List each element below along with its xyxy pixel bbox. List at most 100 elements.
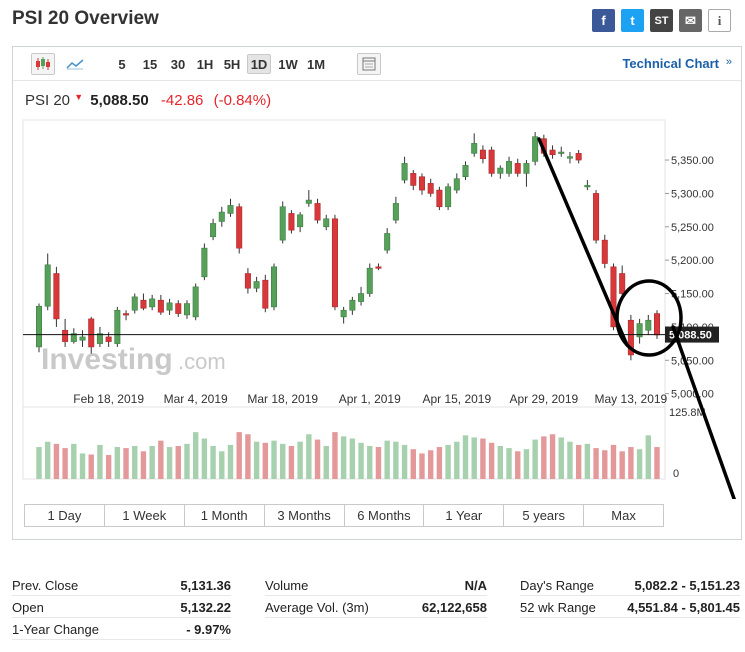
- range-button-3-months[interactable]: 3 Months: [265, 505, 345, 526]
- candle-body: [358, 293, 365, 302]
- candle-body: [36, 305, 42, 348]
- annotation-circle: [615, 279, 683, 357]
- volume-bar: [271, 440, 277, 479]
- volume-bar: [523, 449, 530, 479]
- volume-bar: [97, 444, 103, 479]
- candle-body: [201, 247, 208, 278]
- facebook-icon[interactable]: f: [592, 9, 615, 32]
- stat-value: - 9.97%: [186, 622, 231, 637]
- candle-body: [436, 189, 443, 208]
- stat-label: 52 wk Range: [520, 600, 596, 615]
- chevron-right-icon[interactable]: »: [725, 56, 732, 68]
- volume-bar: [584, 443, 591, 479]
- candle-body: [566, 156, 573, 159]
- volume-bar: [532, 439, 538, 479]
- volume-bar: [567, 441, 573, 479]
- volume-bar: [62, 448, 68, 479]
- volume-bar: [227, 444, 234, 479]
- chart-layout-icon[interactable]: [357, 53, 381, 75]
- interval-button-1h[interactable]: 1H: [196, 57, 214, 72]
- candle-body: [105, 336, 112, 342]
- range-button-1-day[interactable]: 1 Day: [25, 505, 105, 526]
- candle-body: [244, 273, 251, 289]
- page-title: PSI 20 Overview: [12, 8, 159, 29]
- interval-button-5h[interactable]: 5H: [223, 57, 241, 72]
- interval-button-15[interactable]: 15: [142, 57, 158, 72]
- volume-max-label: 125.8M: [669, 407, 706, 419]
- stat-row: Volume N/A: [265, 576, 487, 596]
- interval-button-30[interactable]: 30: [170, 57, 186, 72]
- range-button-1-month[interactable]: 1 Month: [185, 505, 265, 526]
- candle-body: [445, 186, 452, 208]
- volume-bar: [323, 445, 329, 479]
- volume-bar: [262, 442, 269, 479]
- x-tick-label: May 13, 2019: [595, 392, 668, 406]
- volume-bar: [236, 432, 242, 479]
- interval-button-1d[interactable]: 1D: [247, 54, 271, 74]
- investing-watermark-logo: Investing: [41, 343, 173, 376]
- volume-bar: [71, 443, 77, 479]
- candle-body: [79, 336, 86, 341]
- volume-bar: [636, 449, 643, 479]
- volume-bar: [515, 451, 521, 479]
- volume-bar: [488, 442, 495, 479]
- candle-body: [44, 264, 51, 307]
- technical-chart-link[interactable]: Technical Chart: [622, 56, 719, 71]
- volume-bar: [427, 450, 434, 479]
- range-button-max[interactable]: Max: [611, 508, 636, 523]
- candle-body: [366, 267, 373, 294]
- volume-bar: [349, 438, 356, 479]
- candle-body: [636, 323, 643, 338]
- volume-bar: [497, 445, 504, 479]
- volume-bar: [462, 435, 469, 479]
- x-tick-label: Mar 18, 2019: [247, 392, 318, 406]
- range-button-1-week[interactable]: 1 Week: [105, 505, 185, 526]
- volume-bar: [575, 444, 582, 479]
- stat-row: Open 5,132.22: [12, 598, 231, 618]
- volume-bar: [184, 443, 190, 479]
- x-tick-label: Apr 15, 2019: [422, 392, 491, 406]
- candle-body: [401, 163, 408, 181]
- candle-body: [279, 206, 286, 241]
- candle-body: [410, 173, 417, 186]
- volume-bar: [445, 444, 451, 479]
- stat-label: 1-Year Change: [12, 622, 99, 637]
- quote-line: PSI 20 ▼ 5,088.50 -42.86 (-0.84%): [25, 92, 271, 109]
- twitter-icon[interactable]: t: [621, 9, 644, 32]
- stocktwits-icon[interactable]: ST: [650, 9, 673, 32]
- candle-body: [462, 165, 469, 178]
- info-icon[interactable]: i: [708, 9, 731, 32]
- candle-body: [96, 333, 103, 344]
- price-change-pct: (-0.84%): [213, 92, 272, 109]
- candle-body: [479, 149, 486, 160]
- volume-bar: [158, 440, 164, 479]
- candle-body: [183, 303, 190, 316]
- volume-bar: [367, 445, 373, 479]
- chart-panel: 5 15 30 1H 5H 1D 1W 1M Technical Chart » PSI 20…: [12, 46, 742, 540]
- volume-bar: [280, 443, 286, 479]
- price-chart[interactable]: 5,350.00 5,300.00 5,250.00 5,200.00 5,150.00…: [13, 47, 741, 499]
- stat-value: 5,131.36: [180, 578, 231, 593]
- y-tick-label: 5,300.00: [671, 188, 714, 200]
- candlestick-icon[interactable]: [31, 53, 55, 75]
- interval-button-5[interactable]: 5: [118, 57, 126, 72]
- index-name: PSI 20: [25, 92, 71, 109]
- range-button-6-months[interactable]: 6 Months: [345, 505, 425, 526]
- volume-bar: [358, 442, 364, 479]
- volume-bar: [401, 444, 408, 479]
- interval-button-1m[interactable]: 1M: [306, 57, 326, 72]
- volume-bar: [654, 447, 660, 479]
- stat-value: 5,132.22: [180, 600, 231, 615]
- candle-body: [62, 329, 69, 342]
- area-chart-icon[interactable]: [63, 53, 87, 75]
- candle-body: [210, 223, 217, 238]
- email-icon[interactable]: ✉: [679, 9, 702, 32]
- interval-button-1w[interactable]: 1W: [278, 57, 298, 72]
- candle-body: [514, 163, 521, 174]
- candle-body: [314, 203, 321, 221]
- volume-bar: [410, 449, 416, 479]
- candle-body: [558, 151, 565, 154]
- range-button-1-year[interactable]: 1 Year: [424, 505, 505, 526]
- range-button-5-years[interactable]: 5 years: [504, 505, 585, 526]
- candle-body: [88, 318, 95, 348]
